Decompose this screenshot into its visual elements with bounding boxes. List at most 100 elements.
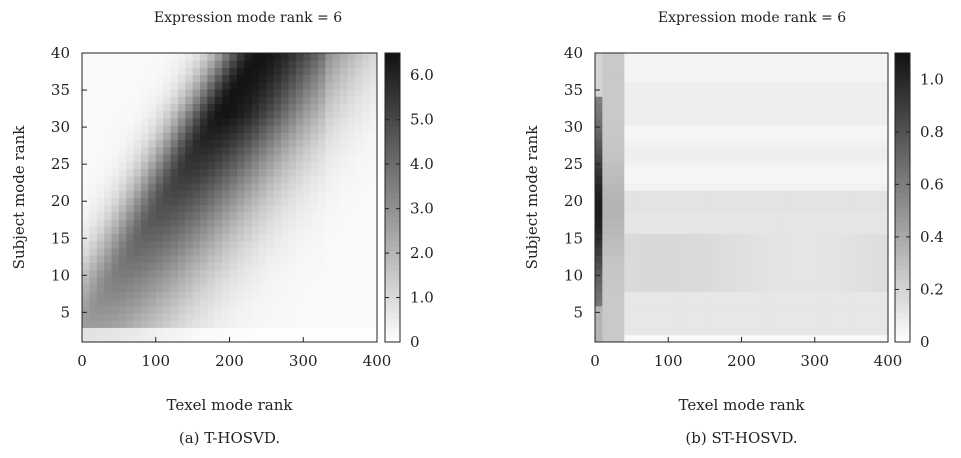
heatmap-cell xyxy=(690,248,698,256)
heatmap-cell xyxy=(719,284,728,292)
heatmap-cell xyxy=(660,96,669,104)
heatmap-cell xyxy=(712,298,720,307)
heatmap-cell xyxy=(726,125,735,133)
heatmap-cell xyxy=(325,219,334,227)
heatmap-cell xyxy=(273,248,282,256)
heatmap-cell xyxy=(133,327,142,336)
heatmap-cell xyxy=(609,327,618,336)
heatmap-cell xyxy=(770,313,779,321)
heatmap-cell xyxy=(118,313,127,321)
heatmap-cell xyxy=(82,305,90,314)
heatmap-cell xyxy=(332,298,341,307)
heatmap-cell xyxy=(96,298,105,307)
heatmap-cell xyxy=(800,125,808,133)
heatmap-cell xyxy=(682,146,691,155)
heatmap-cell xyxy=(734,125,742,133)
heatmap-cell xyxy=(770,139,779,148)
heatmap-cell xyxy=(163,269,171,278)
heatmap-cell xyxy=(354,161,363,170)
heatmap-cell xyxy=(829,67,838,76)
heatmap-cell xyxy=(111,291,120,300)
heatmap-cell xyxy=(148,313,157,321)
heatmap-cell xyxy=(207,190,216,198)
heatmap-cell xyxy=(133,154,142,162)
heatmap-cell xyxy=(148,175,157,184)
heatmap-cell xyxy=(244,89,253,97)
heatmap-cell xyxy=(200,284,208,292)
heatmap-cell xyxy=(800,204,808,213)
colorbar-step xyxy=(895,245,910,251)
heatmap-cell xyxy=(807,103,816,112)
heatmap-cell xyxy=(177,60,186,68)
heatmap-cell xyxy=(141,168,149,177)
heatmap-cell xyxy=(104,103,112,112)
heatmap-cell xyxy=(126,53,135,61)
heatmap-cell xyxy=(624,204,633,213)
heatmap-cell xyxy=(163,226,171,235)
heatmap-cell xyxy=(741,89,750,97)
heatmap-cell xyxy=(631,168,640,177)
heatmap-cell xyxy=(866,81,874,90)
heatmap-cell xyxy=(844,118,852,126)
heatmap-cell xyxy=(785,219,794,227)
heatmap-cell xyxy=(836,168,845,177)
heatmap-cell xyxy=(148,291,157,300)
heatmap-cell xyxy=(880,320,889,328)
heatmap-cell xyxy=(873,175,882,184)
heatmap-cell xyxy=(340,240,348,249)
heatmap-cell xyxy=(785,190,794,198)
heatmap-cell xyxy=(192,175,201,184)
heatmap-cell xyxy=(214,211,223,220)
heatmap-cell xyxy=(251,53,260,61)
heatmap-cell xyxy=(259,334,267,343)
heatmap-cell xyxy=(354,146,363,155)
heatmap-cell xyxy=(148,334,157,343)
heatmap-cell xyxy=(829,175,838,184)
colorbar-step xyxy=(385,293,400,300)
heatmap-cell xyxy=(148,74,157,83)
colorbar-tick-label: 4.0 xyxy=(410,155,434,173)
heatmap-cell xyxy=(133,110,142,119)
heatmap-cell xyxy=(763,103,772,112)
heatmap-cell xyxy=(653,269,662,278)
heatmap-cell xyxy=(741,334,750,343)
heatmap-cell xyxy=(155,211,164,220)
heatmap-cell xyxy=(266,125,275,133)
heatmap-cell xyxy=(880,190,889,198)
heatmap-cell xyxy=(602,67,611,76)
heatmap-cell xyxy=(770,327,779,336)
heatmap-cell xyxy=(362,291,371,300)
heatmap-cell xyxy=(697,291,706,300)
heatmap-cell xyxy=(851,53,860,61)
heatmap-cell xyxy=(631,298,640,307)
heatmap-cell xyxy=(318,175,326,184)
heatmap-cell xyxy=(836,74,845,83)
heatmap-cell xyxy=(148,139,157,148)
heatmap-cell xyxy=(800,110,808,119)
heatmap-cell xyxy=(318,269,326,278)
heatmap-cell xyxy=(734,226,742,235)
heatmap-cell xyxy=(207,255,216,263)
heatmap-cell xyxy=(295,154,304,162)
heatmap-cell xyxy=(756,197,764,206)
heatmap-cell xyxy=(347,103,356,112)
heatmap-cell xyxy=(822,226,830,235)
heatmap-cell xyxy=(690,168,698,177)
heatmap-cell xyxy=(609,276,618,285)
heatmap-cell xyxy=(89,284,98,292)
heatmap-cell xyxy=(778,67,786,76)
heatmap-cell xyxy=(734,284,742,292)
heatmap-cell xyxy=(200,125,208,133)
heatmap-cell xyxy=(133,219,142,227)
heatmap-cell xyxy=(259,255,267,263)
heatmap-cell xyxy=(281,96,289,104)
heatmap-cell xyxy=(844,291,852,300)
heatmap-cell xyxy=(756,67,764,76)
heatmap-cell xyxy=(602,118,611,126)
heatmap-cell xyxy=(207,118,216,126)
heatmap-cell xyxy=(712,197,720,206)
heatmap-cell xyxy=(310,313,319,321)
heatmap-cell xyxy=(814,197,823,206)
heatmap-cell xyxy=(288,146,297,155)
heatmap-cell xyxy=(111,132,120,141)
